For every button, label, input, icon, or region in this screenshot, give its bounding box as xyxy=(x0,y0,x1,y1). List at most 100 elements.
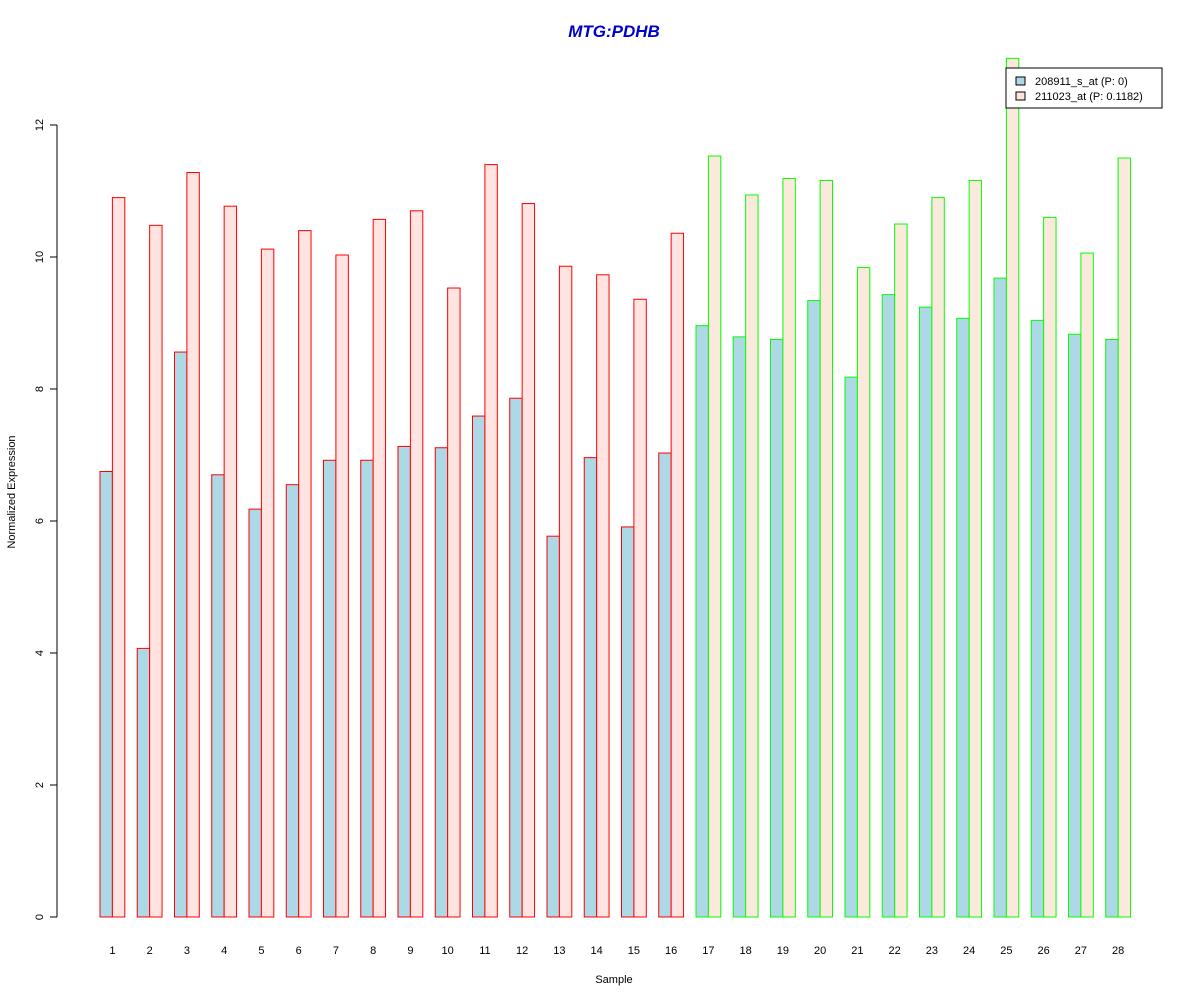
bar-series-1-sample-2 xyxy=(136,647,151,918)
x-axis-tick-label: 21 xyxy=(851,945,863,957)
bar-series-2-sample-12 xyxy=(521,203,536,918)
y-axis-label: Normalized Expression xyxy=(6,435,18,548)
bar-series-1-sample-25 xyxy=(993,277,1007,918)
x-axis-tick-label: 5 xyxy=(258,945,264,957)
bar-series-2-sample-23 xyxy=(931,197,945,918)
x-axis-tick-label: 16 xyxy=(665,945,677,957)
bar-series-2-sample-14 xyxy=(596,274,610,918)
bar-series-2-sample-5 xyxy=(260,248,275,918)
bar-series-2-sample-9 xyxy=(409,210,424,918)
bar-series-1-sample-15 xyxy=(621,526,635,918)
bar-series-1-sample-12 xyxy=(509,397,523,918)
x-axis-tick-label: 10 xyxy=(442,945,454,957)
bar-series-1-sample-26 xyxy=(1030,319,1045,918)
bar-series-2-sample-3 xyxy=(186,172,200,918)
x-axis-tick-labels: 1 2 3 4 5 6 7 8 9 10 11 12 13 14 15 16 17 18 19 20 21 22 23 24 2… xyxy=(109,945,1124,957)
x-axis-tick-label: 27 xyxy=(1075,945,1087,957)
bar-series-1-sample-14 xyxy=(583,457,598,918)
x-axis-tick-label: 12 xyxy=(516,945,528,957)
y-axis-tick-label: 4 xyxy=(34,650,46,656)
bar-series-1-sample-11 xyxy=(472,415,486,918)
bar-series-1-sample-19 xyxy=(770,339,784,918)
bar-series-1-sample-24 xyxy=(956,317,970,918)
x-axis-label: Sample xyxy=(595,974,632,986)
bar-series-2-sample-10 xyxy=(447,287,461,918)
bar-series-1-sample-7 xyxy=(323,459,337,918)
y-axis: 0 2 4 6 8 10 12 xyxy=(34,119,58,920)
x-axis-tick-label: 26 xyxy=(1038,945,1050,957)
x-axis-tick-label: 4 xyxy=(221,945,227,957)
bar-series-1-sample-16 xyxy=(658,452,672,918)
x-axis-tick-label: 24 xyxy=(963,945,975,957)
bar-series-1-sample-17 xyxy=(695,325,709,918)
bar-series-1-sample-23 xyxy=(919,306,933,918)
x-axis-tick-label: 28 xyxy=(1112,945,1124,957)
bar-series-2-sample-15 xyxy=(633,298,647,918)
bar-series-2-sample-16 xyxy=(670,232,685,918)
bar-series-2-sample-7 xyxy=(335,254,349,918)
legend-label-series-2: 211023_at (P: 0.1182) xyxy=(1035,91,1143,103)
x-axis-tick-label: 11 xyxy=(479,945,490,957)
bar-series-2-sample-28 xyxy=(1117,157,1132,918)
x-axis-tick-label: 19 xyxy=(777,945,789,957)
bar-series-1-sample-9 xyxy=(397,445,411,918)
bar-series-1-sample-21 xyxy=(844,376,858,918)
x-axis-tick-label: 20 xyxy=(814,945,826,957)
bar-series-1-sample-5 xyxy=(248,508,262,918)
y-axis-tick-label: 6 xyxy=(34,518,46,524)
y-axis-tick-label: 0 xyxy=(34,914,46,920)
bar-series-1-sample-3 xyxy=(174,351,188,918)
bar-series-1-sample-22 xyxy=(881,294,896,918)
x-axis-tick-label: 3 xyxy=(184,945,190,957)
bar-series-1-sample-20 xyxy=(807,300,821,918)
bar-series-2-sample-13 xyxy=(558,265,573,918)
y-axis-tick-label: 10 xyxy=(34,251,46,263)
bar-series-2-sample-2 xyxy=(149,224,163,918)
x-axis-tick-label: 8 xyxy=(370,945,376,957)
x-axis-tick-label: 1 xyxy=(109,945,115,957)
bar-series-2-sample-25 xyxy=(1005,57,1020,918)
x-axis-tick-label: 6 xyxy=(296,945,302,957)
x-axis-tick-label: 18 xyxy=(740,945,752,957)
x-axis-tick-label: 25 xyxy=(1000,945,1012,957)
x-axis-tick-label: 23 xyxy=(926,945,938,957)
bar-series-1-sample-18 xyxy=(732,336,747,918)
bar-series-1-sample-1 xyxy=(99,471,113,918)
bar-series-2-sample-24 xyxy=(968,179,983,918)
x-axis-tick-label: 13 xyxy=(553,945,565,957)
x-axis-tick-label: 9 xyxy=(407,945,413,957)
bar-series-2-sample-8 xyxy=(372,218,387,918)
bar-series-1-sample-8 xyxy=(360,459,374,918)
y-axis-tick-label: 8 xyxy=(34,386,46,392)
legend-swatch-series-1 xyxy=(1015,76,1026,86)
x-axis-tick-label: 7 xyxy=(333,945,339,957)
x-axis-tick-label: 2 xyxy=(147,945,153,957)
bar-series-1-sample-28 xyxy=(1105,339,1119,918)
bar-series-2-sample-18 xyxy=(745,194,759,918)
bar-series-2-sample-21 xyxy=(856,267,871,918)
x-axis-tick-label: 14 xyxy=(591,945,603,957)
bar-series-1-sample-27 xyxy=(1068,333,1082,918)
bar-group xyxy=(99,57,1132,918)
bar-series-1-sample-13 xyxy=(546,535,560,918)
y-axis-tick-label: 2 xyxy=(34,782,46,788)
bar-series-2-sample-22 xyxy=(894,223,908,918)
bar-series-2-sample-6 xyxy=(298,230,312,918)
legend: 208911_s_at (P: 0) 211023_at (P: 0.1182) xyxy=(1005,67,1163,109)
bar-series-2-sample-19 xyxy=(782,177,796,918)
bar-series-1-sample-4 xyxy=(211,474,225,918)
x-axis-tick-label: 15 xyxy=(628,945,640,957)
bar-series-2-sample-4 xyxy=(223,205,238,918)
legend-label-series-1: 208911_s_at (P: 0) xyxy=(1035,76,1128,88)
bar-series-2-sample-20 xyxy=(819,179,834,918)
x-axis-tick-label: 22 xyxy=(889,945,901,957)
bar-series-2-sample-11 xyxy=(484,164,498,918)
x-axis-tick-label: 17 xyxy=(702,945,714,957)
chart-title: MTG:PDHB xyxy=(568,22,660,41)
legend-swatch-series-2 xyxy=(1015,91,1026,101)
legend-box xyxy=(1005,67,1163,109)
bar-series-2-sample-1 xyxy=(111,197,126,918)
bar-series-1-sample-6 xyxy=(285,484,300,918)
bar-series-2-sample-17 xyxy=(707,155,722,918)
